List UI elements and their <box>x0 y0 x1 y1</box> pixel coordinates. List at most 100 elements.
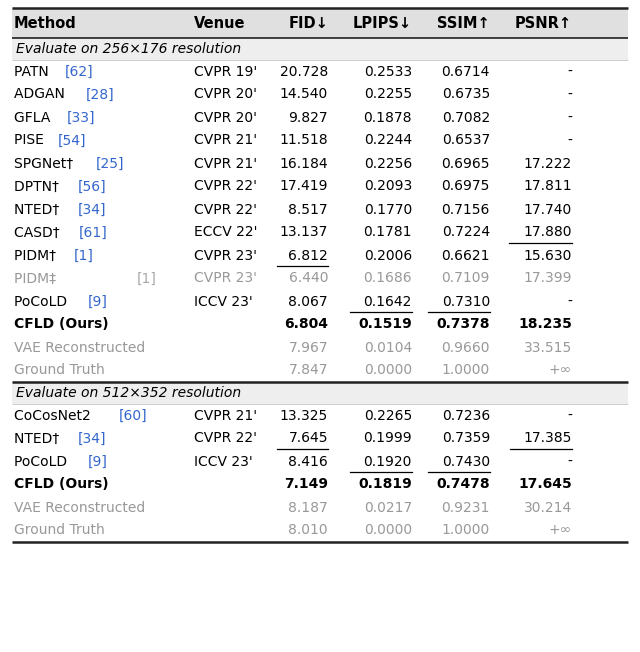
Text: 30.214: 30.214 <box>524 501 572 514</box>
Text: ECCV 22': ECCV 22' <box>194 226 257 239</box>
Text: [28]: [28] <box>85 87 114 102</box>
Text: [61]: [61] <box>79 226 108 239</box>
Text: -: - <box>567 134 572 147</box>
Text: 0.0000: 0.0000 <box>364 524 412 537</box>
Text: 0.2533: 0.2533 <box>364 65 412 78</box>
Text: 0.2265: 0.2265 <box>364 409 412 422</box>
Text: [25]: [25] <box>96 156 124 171</box>
Text: -: - <box>567 409 572 422</box>
Text: 0.7430: 0.7430 <box>442 454 490 469</box>
Text: 13.325: 13.325 <box>280 409 328 422</box>
Text: 0.0000: 0.0000 <box>364 364 412 378</box>
Text: 0.1878: 0.1878 <box>364 110 412 125</box>
Text: 6.440: 6.440 <box>289 271 328 286</box>
Text: 0.1519: 0.1519 <box>358 318 412 331</box>
Text: [54]: [54] <box>58 134 86 147</box>
Text: 0.1770: 0.1770 <box>364 203 412 216</box>
Text: 0.7224: 0.7224 <box>442 226 490 239</box>
Text: 0.1686: 0.1686 <box>364 271 412 286</box>
Text: CASD†: CASD† <box>14 226 64 239</box>
Text: ICCV 23': ICCV 23' <box>194 454 253 469</box>
Text: 17.740: 17.740 <box>524 203 572 216</box>
Text: [33]: [33] <box>67 110 95 125</box>
Text: 13.137: 13.137 <box>280 226 328 239</box>
Bar <box>12 38 628 60</box>
Text: CFLD (Ours): CFLD (Ours) <box>14 318 109 331</box>
Text: Ground Truth: Ground Truth <box>14 524 105 537</box>
Text: 7.645: 7.645 <box>289 432 328 445</box>
Text: -: - <box>567 295 572 308</box>
Text: 0.2256: 0.2256 <box>364 156 412 171</box>
Text: +∞: +∞ <box>549 524 572 537</box>
Text: 0.6735: 0.6735 <box>442 87 490 102</box>
Text: [62]: [62] <box>65 65 93 78</box>
Text: 0.7156: 0.7156 <box>442 203 490 216</box>
Text: 17.645: 17.645 <box>518 477 572 492</box>
Text: DPTN†: DPTN† <box>14 179 63 194</box>
Text: 8.416: 8.416 <box>288 454 328 469</box>
Text: 8.517: 8.517 <box>289 203 328 216</box>
Text: CVPR 22': CVPR 22' <box>194 203 257 216</box>
Text: 7.847: 7.847 <box>289 364 328 378</box>
Text: -: - <box>567 110 572 125</box>
Text: 0.7236: 0.7236 <box>442 409 490 422</box>
Text: 17.419: 17.419 <box>280 179 328 194</box>
Text: VAE Reconstructed: VAE Reconstructed <box>14 340 145 355</box>
Bar <box>12 8 628 38</box>
Text: NTED†: NTED† <box>14 432 63 445</box>
Text: Evaluate on 256×176 resolution: Evaluate on 256×176 resolution <box>16 42 241 56</box>
Text: 0.1920: 0.1920 <box>364 454 412 469</box>
Text: 0.2006: 0.2006 <box>364 248 412 263</box>
Text: CVPR 20': CVPR 20' <box>194 87 257 102</box>
Text: 17.399: 17.399 <box>524 271 572 286</box>
Text: CVPR 20': CVPR 20' <box>194 110 257 125</box>
Text: NTED†: NTED† <box>14 203 63 216</box>
Text: 0.2255: 0.2255 <box>364 87 412 102</box>
Text: SPGNet†: SPGNet† <box>14 156 77 171</box>
Text: 1.0000: 1.0000 <box>442 524 490 537</box>
Text: GFLA: GFLA <box>14 110 55 125</box>
Text: CFLD (Ours): CFLD (Ours) <box>14 477 109 492</box>
Text: [1]: [1] <box>74 248 93 263</box>
Text: PATN: PATN <box>14 65 53 78</box>
Text: [34]: [34] <box>78 432 106 445</box>
Text: 11.518: 11.518 <box>280 134 328 147</box>
Text: CVPR 23': CVPR 23' <box>194 271 257 286</box>
Text: Evaluate on 512×352 resolution: Evaluate on 512×352 resolution <box>16 386 241 400</box>
Text: 17.880: 17.880 <box>524 226 572 239</box>
Text: PISE: PISE <box>14 134 48 147</box>
Text: [1]: [1] <box>137 271 157 286</box>
Text: CVPR 21': CVPR 21' <box>194 409 257 422</box>
Text: 0.6714: 0.6714 <box>442 65 490 78</box>
Text: 0.7359: 0.7359 <box>442 432 490 445</box>
Text: Venue: Venue <box>194 16 246 31</box>
Text: 14.540: 14.540 <box>280 87 328 102</box>
Text: 9.827: 9.827 <box>289 110 328 125</box>
Text: CVPR 23': CVPR 23' <box>194 248 257 263</box>
Text: 0.0217: 0.0217 <box>364 501 412 514</box>
Text: 8.187: 8.187 <box>288 501 328 514</box>
Text: 18.235: 18.235 <box>518 318 572 331</box>
Text: CVPR 21': CVPR 21' <box>194 134 257 147</box>
Text: 0.7478: 0.7478 <box>436 477 490 492</box>
Text: 17.811: 17.811 <box>524 179 572 194</box>
Text: [9]: [9] <box>88 295 108 308</box>
Text: [9]: [9] <box>88 454 108 469</box>
Text: FID↓: FID↓ <box>288 16 328 31</box>
Text: PoCoLD: PoCoLD <box>14 454 72 469</box>
Text: CVPR 22': CVPR 22' <box>194 432 257 445</box>
Text: +∞: +∞ <box>549 364 572 378</box>
Text: 0.7109: 0.7109 <box>442 271 490 286</box>
Bar <box>12 382 628 404</box>
Text: 0.1642: 0.1642 <box>364 295 412 308</box>
Text: 17.222: 17.222 <box>524 156 572 171</box>
Text: ADGAN: ADGAN <box>14 87 69 102</box>
Text: 8.010: 8.010 <box>289 524 328 537</box>
Text: 15.630: 15.630 <box>524 248 572 263</box>
Text: 0.6537: 0.6537 <box>442 134 490 147</box>
Text: 6.804: 6.804 <box>284 318 328 331</box>
Text: 16.184: 16.184 <box>280 156 328 171</box>
Text: CVPR 21': CVPR 21' <box>194 156 257 171</box>
Text: PoCoLD: PoCoLD <box>14 295 72 308</box>
Text: 0.6975: 0.6975 <box>442 179 490 194</box>
